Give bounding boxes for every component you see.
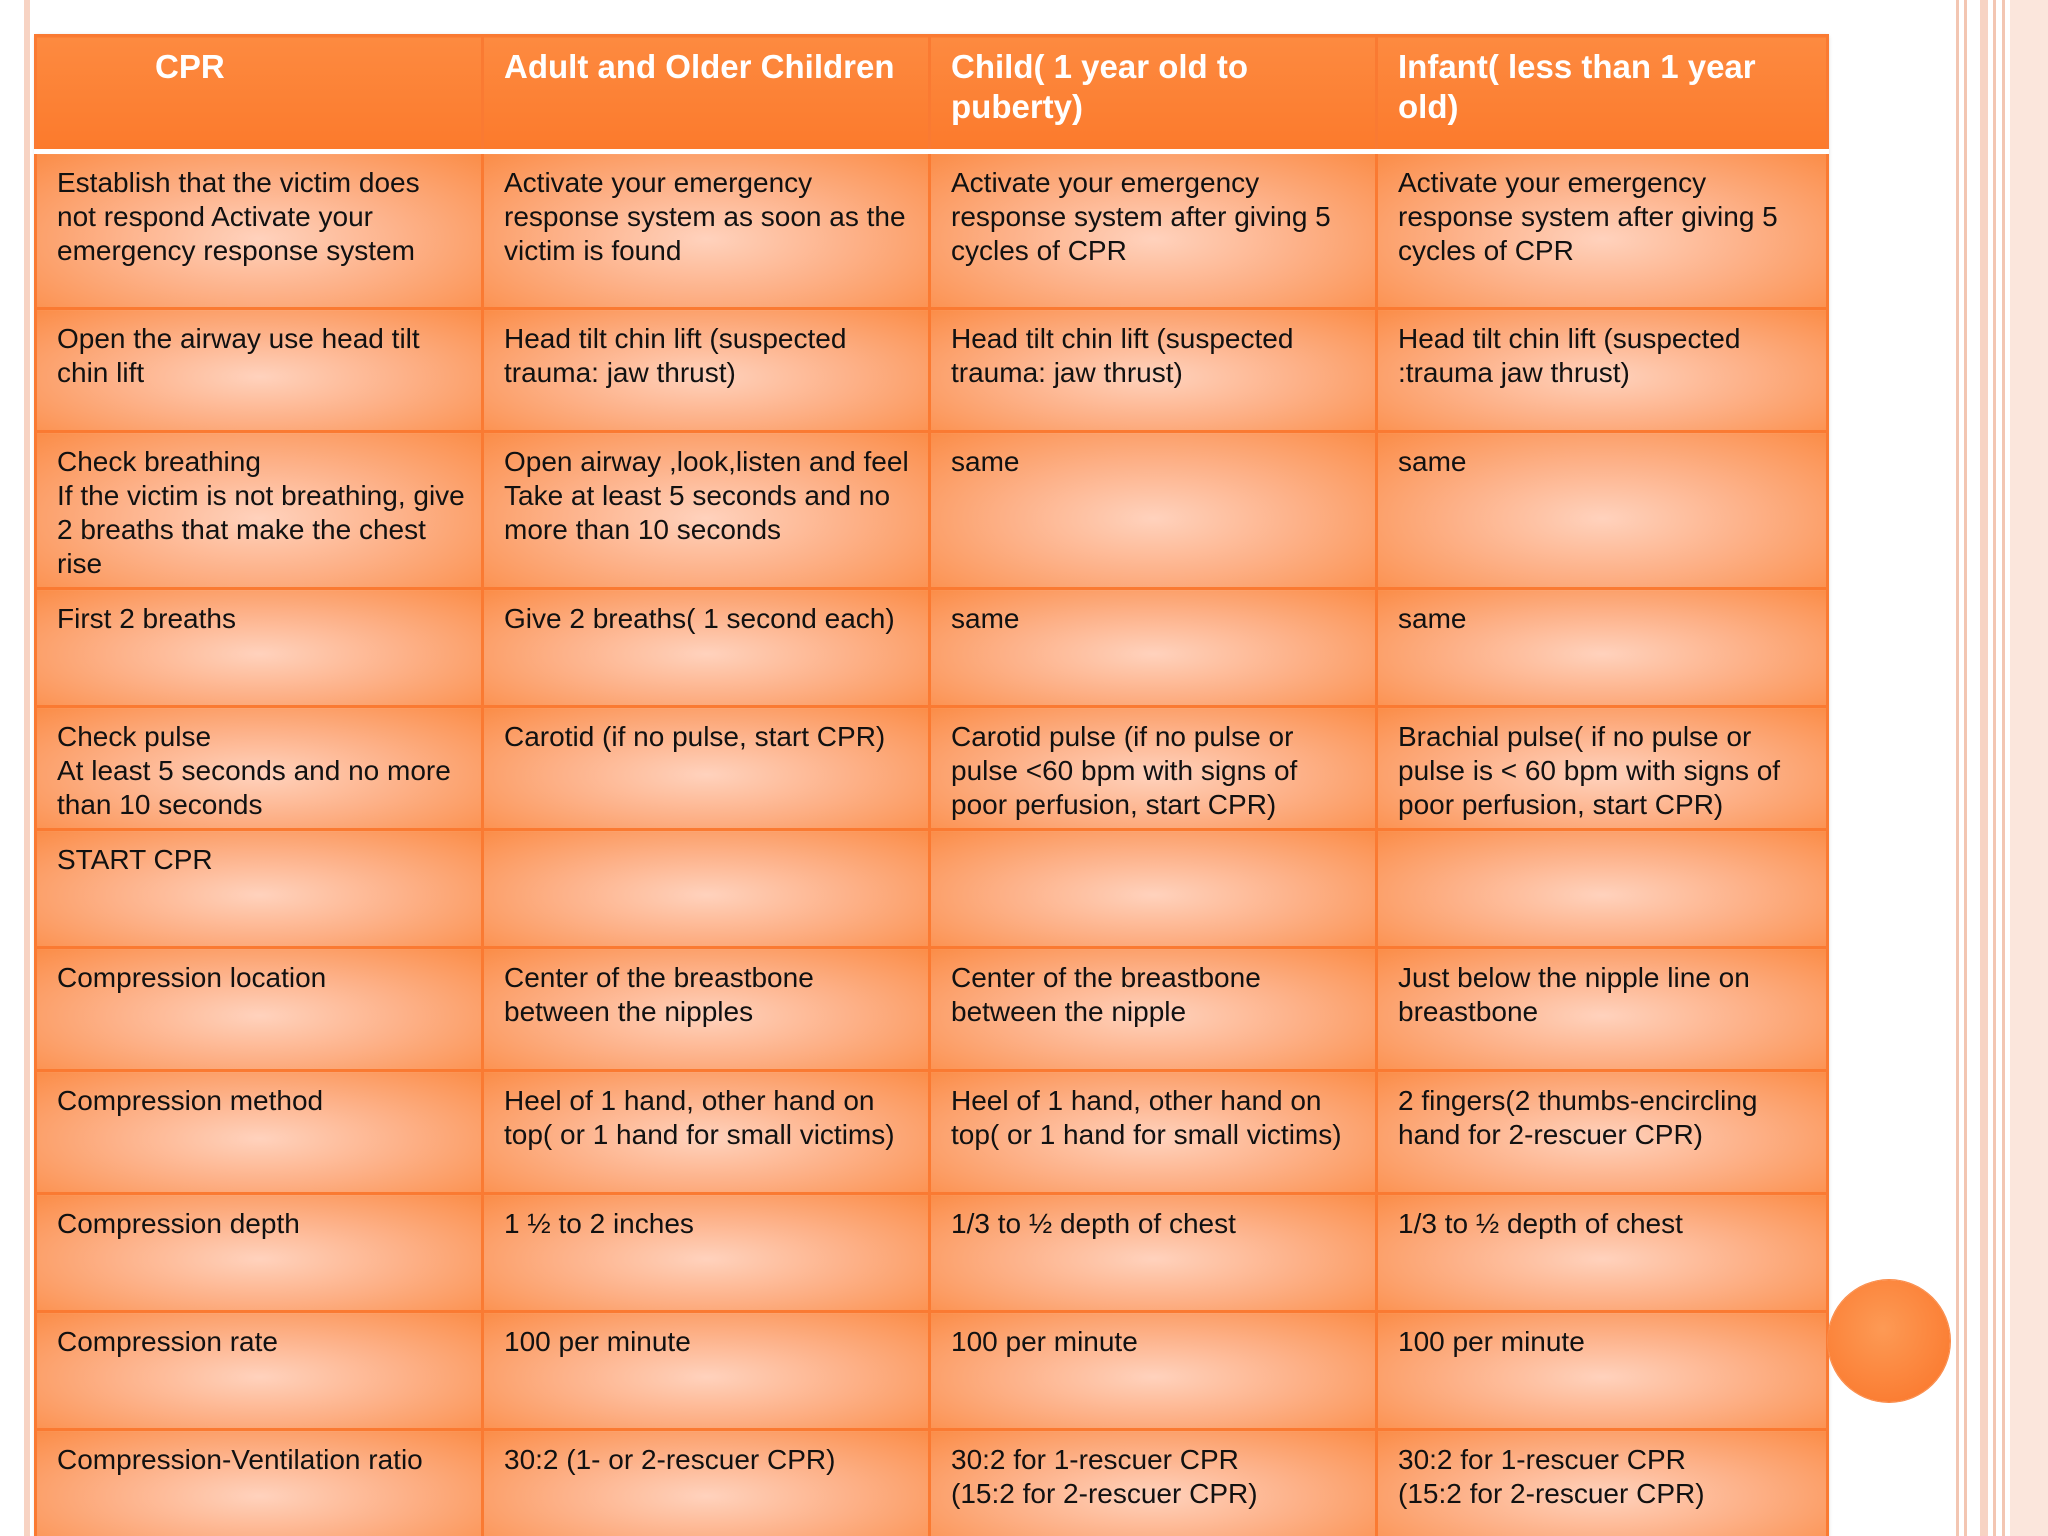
table-cell: START CPR [34,828,484,949]
table-cell: Heel of 1 hand, other hand on top( or 1 … [481,1069,931,1195]
table-cell: 100 per minute [481,1310,931,1431]
table-cell: Check pulse At least 5 seconds and no mo… [34,705,484,831]
table-cell: Compression-Ventilation ratio [34,1428,484,1536]
table-row: START CPR [34,828,1829,949]
table-row: Check pulse At least 5 seconds and no mo… [34,705,1829,831]
table-row: Establish that the victim does not respo… [34,150,1829,310]
table-cell: 1 ½ to 2 inches [481,1192,931,1313]
table-cell: 30:2 (1- or 2-rescuer CPR) [481,1428,931,1536]
table-cell: Heel of 1 hand, other hand on top( or 1 … [928,1069,1378,1195]
table-cell: 30:2 for 1-rescuer CPR (15:2 for 2-rescu… [928,1428,1378,1536]
table-cell: First 2 breaths [34,587,484,708]
right-decorative-border [1956,0,1959,1536]
table-cell: Give 2 breaths( 1 second each) [481,587,931,708]
table-cell: Activate your emergency response system … [928,150,1378,310]
right-decorative-border [2010,0,2048,1536]
table-cell: Compression depth [34,1192,484,1313]
table-cell: Center of the breastbone between the nip… [928,946,1378,1072]
table-row: Compression rate 100 per minute 100 per … [34,1310,1829,1431]
table-cell: Carotid pulse (if no pulse or pulse <60 … [928,705,1378,831]
table-cell: Compression location [34,946,484,1072]
right-decorative-border [2002,0,2005,1536]
table-cell: 1/3 to ½ depth of chest [928,1192,1378,1313]
header-adult: Adult and Older Children [481,34,931,154]
table-cell: Head tilt chin lift (suspected trauma: j… [481,307,931,433]
table-cell: Carotid (if no pulse, start CPR) [481,705,931,831]
cpr-comparison-table: CPR Adult and Older Children Child( 1 ye… [34,34,1829,1536]
table-row: Check breathing If the victim is not bre… [34,430,1829,590]
header-child: Child( 1 year old to puberty) [928,34,1378,154]
table-cell [928,828,1378,949]
table-cell: Brachial pulse( if no pulse or pulse is … [1375,705,1829,831]
table-cell: Establish that the victim does not respo… [34,150,484,310]
cpr-table-container: CPR Adult and Older Children Child( 1 ye… [34,34,1829,1536]
table-cell: Compression method [34,1069,484,1195]
table-row: Open the airway use head tilt chin lift … [34,307,1829,433]
table-cell: 2 fingers(2 thumbs-encircling hand for 2… [1375,1069,1829,1195]
table-row: Compression location Center of the breas… [34,946,1829,1072]
decorative-orange-circle [1828,1280,1950,1402]
table-row: Compression-Ventilation ratio 30:2 (1- o… [34,1428,1829,1536]
table-cell: Open the airway use head tilt chin lift [34,307,484,433]
table-cell: Compression rate [34,1310,484,1431]
table-cell: Head tilt chin lift (suspected :trauma j… [1375,307,1829,433]
right-decorative-border [1993,0,1996,1536]
table-cell: 30:2 for 1-rescuer CPR (15:2 for 2-rescu… [1375,1428,1829,1536]
table-cell: same [928,587,1378,708]
table-cell: same [1375,430,1829,590]
table-cell: same [928,430,1378,590]
table-cell: Activate your emergency response system … [1375,150,1829,310]
table-cell: Just below the nipple line on breastbone [1375,946,1829,1072]
table-cell: 100 per minute [1375,1310,1829,1431]
table-cell: 100 per minute [928,1310,1378,1431]
table-cell [1375,828,1829,949]
header-infant: Infant( less than 1 year old) [1375,34,1829,154]
table-cell: Check breathing If the victim is not bre… [34,430,484,590]
table-cell [481,828,931,949]
header-cpr: CPR [34,34,484,154]
table-row: Compression depth 1 ½ to 2 inches 1/3 to… [34,1192,1829,1313]
table-cell: same [1375,587,1829,708]
table-cell: Head tilt chin lift (suspected trauma: j… [928,307,1378,433]
table-cell: Activate your emergency response system … [481,150,931,310]
table-cell: Open airway ,look,listen and feel Take a… [481,430,931,590]
right-decorative-border [1980,0,1988,1536]
right-decorative-border [1964,0,1967,1536]
left-decorative-stripe [24,0,30,1536]
table-cell: Center of the breastbone between the nip… [481,946,931,1072]
table-row: Compression method Heel of 1 hand, other… [34,1069,1829,1195]
table-cell: 1/3 to ½ depth of chest [1375,1192,1829,1313]
table-header-row: CPR Adult and Older Children Child( 1 ye… [34,34,1829,154]
table-row: First 2 breaths Give 2 breaths( 1 second… [34,587,1829,708]
